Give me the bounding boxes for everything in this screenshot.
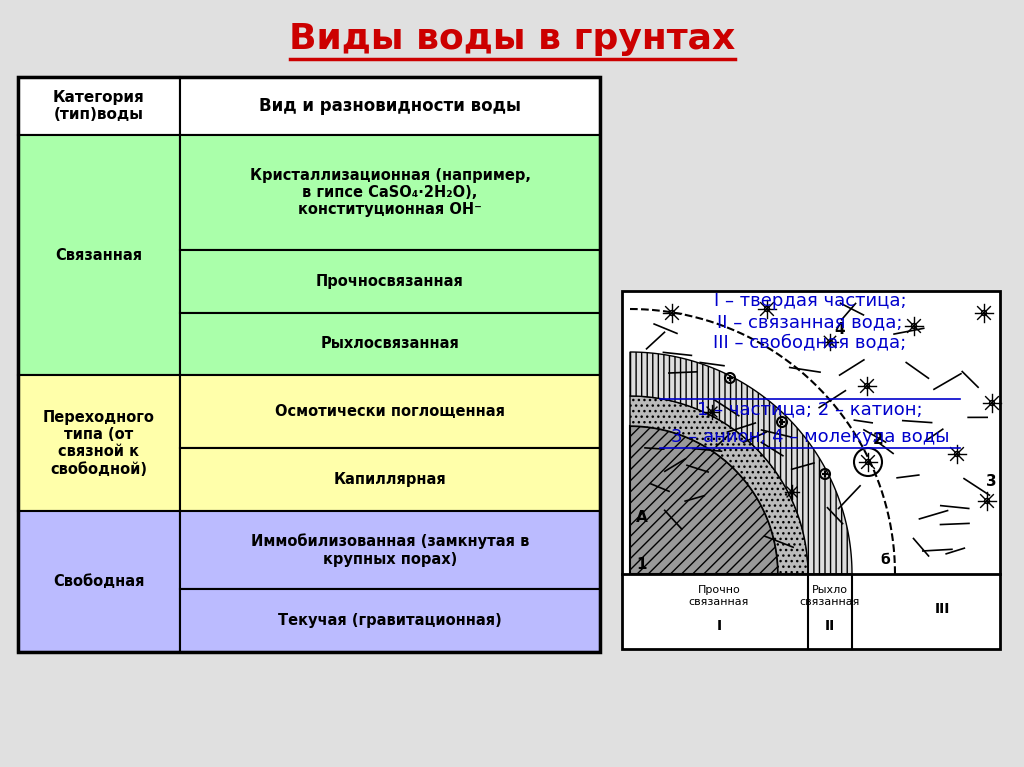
- Text: 3 – анион; 4 – молекула воды: 3 – анион; 4 – молекула воды: [671, 428, 949, 446]
- Bar: [180, 589, 600, 652]
- Polygon shape: [630, 352, 852, 574]
- Text: Переходного
типа (от
связной к
свободной): Переходного типа (от связной к свободной…: [43, 410, 155, 477]
- Text: 1: 1: [636, 557, 646, 572]
- Text: Категория
(тип)воды: Категория (тип)воды: [53, 90, 144, 122]
- Text: III: III: [935, 602, 950, 616]
- Text: 4: 4: [834, 322, 845, 337]
- Text: Свободная: Свободная: [53, 574, 144, 589]
- Bar: [180, 77, 600, 135]
- Text: 3: 3: [986, 474, 996, 489]
- Text: A: A: [636, 510, 648, 525]
- Text: Текучая (гравитационная): Текучая (гравитационная): [279, 613, 502, 628]
- Text: Иммобилизованная (замкнутая в
крупных порах): Иммобилизованная (замкнутая в крупных по…: [251, 534, 529, 567]
- Bar: [18, 77, 600, 652]
- Bar: [180, 135, 600, 250]
- Bar: [180, 375, 600, 449]
- Bar: [18, 511, 180, 652]
- Text: I – твердая частица;
II – связанная вода;
III – свободная вода;: I – твердая частица; II – связанная вода…: [714, 292, 906, 352]
- Text: Связанная: Связанная: [55, 248, 142, 262]
- Bar: [18, 77, 180, 135]
- Text: Капиллярная: Капиллярная: [334, 472, 446, 487]
- Bar: [622, 291, 1000, 649]
- Text: Вид и разновидности воды: Вид и разновидности воды: [259, 97, 521, 115]
- Bar: [180, 511, 600, 589]
- Text: Прочно
связанная: Прочно связанная: [689, 585, 750, 607]
- Text: 1 – частица; 2 – катион;: 1 – частица; 2 – катион;: [697, 400, 923, 418]
- Polygon shape: [630, 396, 808, 574]
- Bar: [18, 135, 180, 375]
- Bar: [180, 449, 600, 511]
- Polygon shape: [630, 426, 778, 574]
- Bar: [18, 375, 180, 511]
- Text: Осмотически поглощенная: Осмотически поглощенная: [275, 404, 505, 420]
- Text: Рыхло
связанная: Рыхло связанная: [800, 585, 860, 607]
- Text: II: II: [825, 619, 836, 633]
- Text: I: I: [717, 619, 722, 633]
- Text: б: б: [880, 553, 890, 567]
- Bar: [180, 313, 600, 375]
- Text: Рыхлосвязанная: Рыхлосвязанная: [321, 337, 460, 351]
- Text: Прочносвязанная: Прочносвязанная: [316, 274, 464, 288]
- Bar: [180, 250, 600, 313]
- Text: Виды воды в грунтах: Виды воды в грунтах: [289, 22, 735, 56]
- Text: 2: 2: [873, 432, 884, 447]
- Text: Кристаллизационная (например,
в гипсе CaSO₄·2H₂O),
конституционная OH⁻: Кристаллизационная (например, в гипсе Ca…: [250, 167, 530, 217]
